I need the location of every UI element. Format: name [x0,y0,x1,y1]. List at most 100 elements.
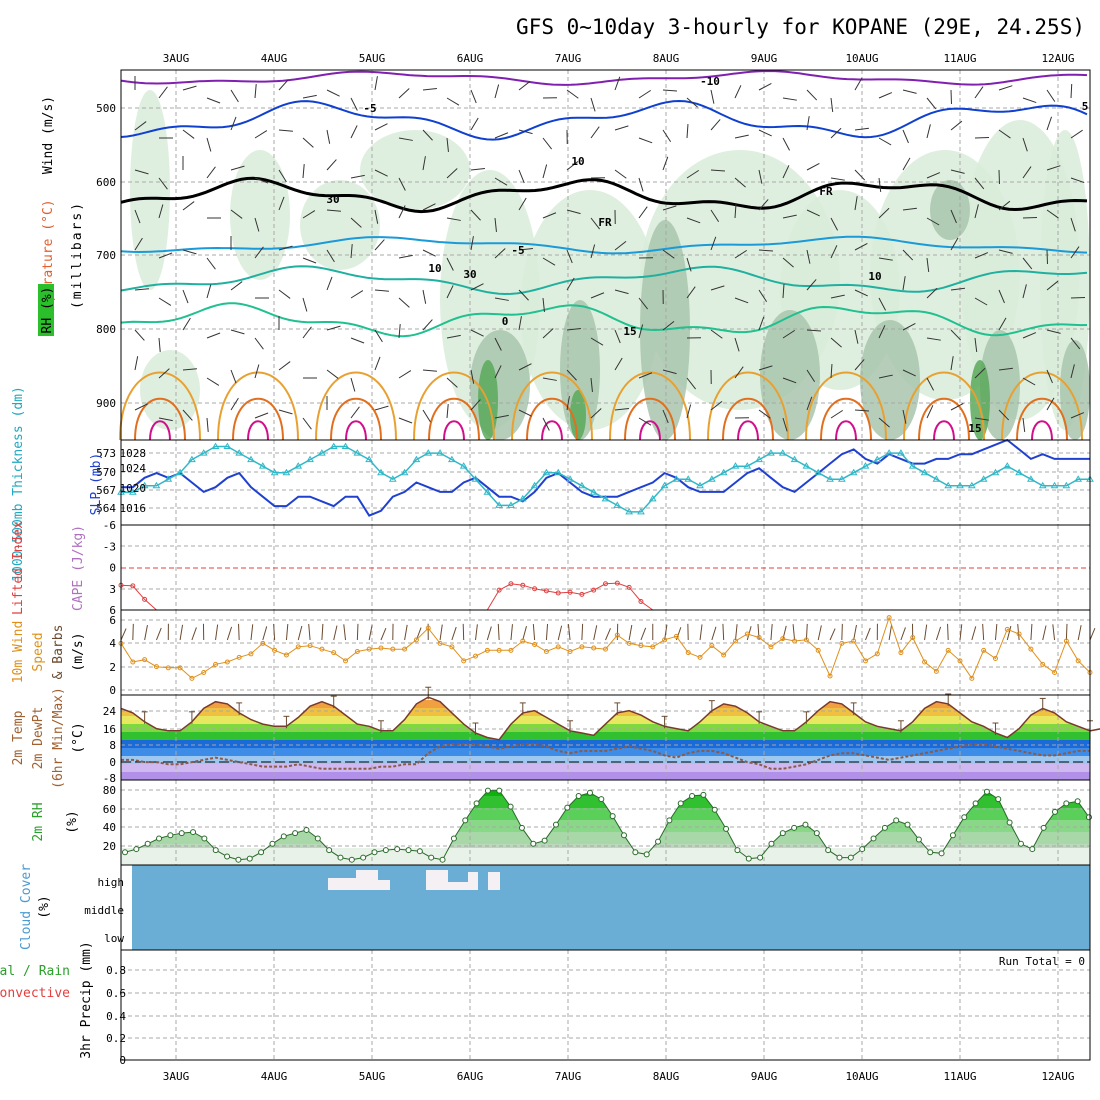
lifted-index-point [579,591,585,597]
precip-grid [121,950,1090,1060]
rh2m-point [348,856,355,863]
lifted-index-point [496,587,502,593]
rh2m-point [734,847,741,854]
wind-barb [710,169,726,172]
thickness-point [1003,462,1012,469]
wind10m-point [685,650,691,656]
wind-barb [1022,166,1032,179]
wind10m-barb [132,623,134,641]
wind-barb [902,409,907,424]
wind-barb [374,356,381,371]
date-label: 4AUG [261,1070,288,1083]
wind10m-barb [805,623,808,641]
thickness-point [377,468,385,476]
wind10m-point [732,638,738,644]
very-hot-contour [149,420,171,441]
wind-barb [302,137,314,148]
wind-barb [518,248,533,251]
wind-barb [758,82,772,91]
wind-barb [806,249,811,264]
wind-barb [182,85,197,91]
thickness-point [707,475,716,482]
wind-barb [254,177,269,184]
wind-barb [854,359,865,371]
lifted-index-point [614,580,620,586]
wind-barb [686,217,701,224]
wind10m-barb [179,624,184,641]
wind-barb [926,287,938,299]
wind10m-point [981,647,987,653]
wind10m-tick: 2 [109,661,116,674]
warm-contour [1001,371,1083,441]
wind-barb [206,257,216,270]
wind-barb [566,369,577,381]
wind-barb [830,409,844,419]
lifted-index-point [543,588,549,594]
wind-barb [398,88,410,99]
wind-barb [950,329,962,341]
wind-barb [230,397,239,411]
upper-wind-label: Wind (m/s) [41,96,56,174]
rh2m-point [1040,824,1047,831]
wind10m-barb [462,623,465,641]
wind-barb [806,279,817,291]
wind-barb [974,86,984,99]
wind10m-barbs [120,623,1096,641]
wind-barb [350,377,356,392]
wind-barb [854,77,863,91]
wind10m-point [803,637,809,643]
thickness-point [684,475,693,482]
wind-barb [950,287,965,291]
wind-barb [950,120,963,131]
wind-barb [158,204,164,219]
wind10m-barb [900,627,906,641]
thickness-point [400,468,409,476]
wind-barb [374,289,389,292]
rh2m-tick: 60 [103,803,116,816]
contour-label: FR [819,185,833,198]
wind-barb [878,177,882,192]
wind-barb [878,257,893,261]
cloud-units: (%) [37,895,52,918]
thickness-point [932,475,941,482]
date-label: 3AUG [163,52,190,65]
wind-barb [1022,284,1027,299]
wind-barb [494,297,509,301]
wind10m-point [425,625,431,631]
date-label: 5AUG [359,1070,386,1083]
wind-barb [542,328,554,339]
wind-barb [230,89,239,103]
wind-barb [926,217,940,226]
wind-barb [926,377,935,391]
wind-barb [518,289,529,301]
thickness-point [767,449,775,456]
very-hot-contour [835,420,857,441]
wind-barb [542,212,557,219]
warm-contour [903,371,985,441]
cloud-block [488,872,500,890]
wind-barb [710,400,723,411]
wind10m-point [366,646,372,652]
hot-contour [526,397,578,441]
temp2m-grid [121,695,1090,780]
wind10m-barb [982,623,985,641]
wind-barb [326,276,333,291]
rh-band [125,808,1089,820]
thickness-point [235,449,244,456]
wind10m-point [213,661,219,667]
wind-barb [1046,165,1061,171]
lifted-index-point [520,582,526,588]
wind-barb [710,209,720,223]
wind-barb [1070,177,1085,184]
wind10m-barb [581,623,584,641]
wind-barb [254,364,260,379]
wind-barb [1022,97,1037,104]
wind-barb [806,209,820,217]
wind-barb [566,396,570,411]
cloud-block [448,882,468,890]
wind-barb [470,329,484,337]
wind-barb [158,337,161,352]
wind-barb [446,97,460,106]
rh-band-group [125,790,1089,856]
wind-barb [998,367,1013,371]
